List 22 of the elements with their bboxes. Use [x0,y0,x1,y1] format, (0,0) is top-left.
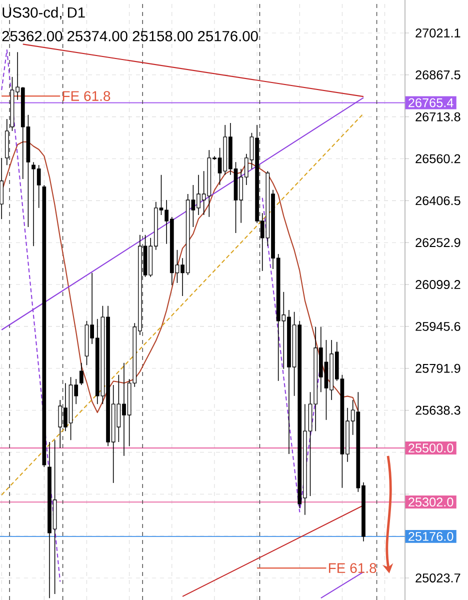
y-tick-label: 27021.1 [416,28,460,38]
annotation: FE 61.8 [328,563,376,574]
y-tick-label: 25945.6 [416,322,460,331]
annotation: FE 61.8 [62,91,110,102]
y-tick-label: 25791.9 [416,364,460,373]
candlestick [0,158,4,220]
y-tick-label: 26560.2 [416,154,460,164]
y-tick-label: 25023.7 [416,573,460,582]
line-series [1,141,359,414]
y-tick-label: 26406.5 [416,196,460,206]
chart-title: US30-cd, D1 [2,6,85,20]
ref-line-label: 25302.0 [408,498,454,507]
y-tick-label: 25638.3 [416,406,460,415]
y-tick-label: 26867.5 [416,70,460,80]
y-tick-label: 26713.8 [416,112,460,122]
y-tick-label: 26099.2 [416,280,460,290]
candlestick [79,362,84,386]
y-tick-label: 26252.9 [416,238,460,248]
ref-line-label: 25500.0 [408,444,454,453]
ref-line-label: 26765.4 [408,98,454,108]
ref-line-label: 25176.0 [408,532,454,541]
text: 25362.00 25374.00 25158.00 25176.00 [2,30,258,42]
